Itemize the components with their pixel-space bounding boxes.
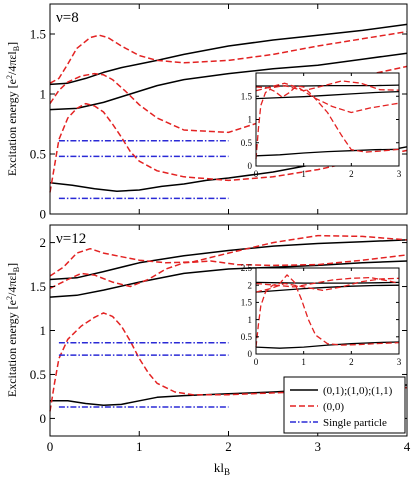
panel0-series-1-solid [49, 52, 408, 111]
inset1-series-2-solid [255, 341, 400, 349]
panel1-series-0-solid [49, 239, 408, 281]
inset1-x-tick-label: 1 [301, 357, 306, 367]
inset1-y-tick-label: 0.5 [241, 332, 253, 342]
inset0-y-tick-label: 0 [248, 161, 253, 171]
panel1-x-tick-label: 4 [404, 439, 411, 454]
inset1-y-tick-label: 0 [248, 349, 253, 359]
y-axis-label-nu12: Excitation energy [e2/4πεlB] [5, 263, 21, 397]
x-axis-label: klB [214, 460, 230, 477]
panel-nu8: 0 0.5 1 1.5 ν=8 0 1 2 3 0 0.5 1 1.5 Excitation ene… [5, 3, 408, 222]
inset1-series-1-solid [255, 284, 400, 293]
panel1-x-tick-label: 2 [225, 439, 232, 454]
panel1-series-4-dashed [49, 254, 408, 289]
panel1-x-tick-label: 1 [136, 439, 143, 454]
inset0-y-tick-label: 0.5 [241, 138, 253, 148]
inset1-x-tick-label: 2 [349, 357, 354, 367]
inset0-x-tick-label: 3 [397, 169, 402, 179]
inset1-series-5-dashed [255, 274, 400, 348]
inset-nu12-frame [255, 267, 400, 355]
panel-nu12-ticks: 0 1 2 3 4 0 0.5 1 1.5 2 [30, 225, 411, 454]
inset1-x-tick-label: 0 [254, 357, 259, 367]
inset-nu12-ticks: 0 1 2 3 0 0.5 1 1.5 2 2.5 [241, 263, 402, 367]
legend-box [283, 376, 406, 434]
panel0-y-tick-label: 0.5 [30, 147, 46, 162]
legend-entry-0: (0,1);(1,0);(1,1) [323, 385, 393, 397]
inset-nu12-curves [255, 274, 400, 349]
panel1-y-tick-label: 0.5 [30, 367, 46, 382]
panel-nu12-label: ν=12 [56, 231, 86, 247]
panel0-y-tick-label: 1 [40, 87, 47, 102]
panel1-y-tick-label: 0 [40, 411, 47, 426]
inset1-y-tick-label: 2.5 [241, 263, 253, 273]
inset1-series-3-dashed [255, 276, 400, 288]
inset0-y-tick-label: 1 [248, 115, 253, 125]
inset0-series-3-dashed [255, 80, 400, 92]
panel1-series-1-solid [49, 260, 408, 298]
panel1-y-tick-label: 2 [40, 235, 47, 250]
inset-nu8-curves [255, 80, 400, 160]
panel1-series-3-dashed [49, 234, 408, 277]
inset-nu12: 0 1 2 3 0 0.5 1 1.5 2 2.5 [241, 263, 402, 367]
panel0-y-tick-label: 0 [40, 207, 47, 222]
inset0-series-2-solid [255, 148, 400, 157]
panel0-series-3-dashed [49, 30, 408, 84]
inset0-y-tick-label: 1.5 [241, 91, 253, 101]
panel0-y-tick-label: 1.5 [30, 27, 46, 42]
inset1-y-tick-label: 1.5 [241, 298, 253, 308]
inset1-y-tick-label: 1 [248, 315, 253, 325]
inset0-series-0-solid [256, 84, 400, 87]
inset1-x-tick-label: 3 [397, 357, 402, 367]
panel-nu12-curves [49, 234, 408, 412]
inset1-y-tick-label: 2 [248, 280, 253, 290]
panel-nu8-label: ν=8 [56, 10, 79, 26]
panel0-series-5-dashed [49, 102, 408, 193]
y-axis-label-nu8: Excitation energy [e2/4πεlB] [5, 42, 21, 176]
panel1-y-tick-label: 1.5 [30, 279, 46, 294]
inset0-x-tick-label: 2 [349, 169, 354, 179]
panel1-y-tick-label: 1 [40, 323, 47, 338]
inset-nu8-ticks: 0 1 2 3 0 0.5 1 1.5 [241, 73, 402, 179]
panel1-x-tick-label: 3 [315, 439, 322, 454]
inset0-series-4-dashed [255, 82, 400, 114]
inset0-x-tick-label: 0 [254, 169, 259, 179]
inset1-series-0-solid [255, 281, 400, 284]
panel-nu8-ticks: 0 0.5 1 1.5 [30, 4, 408, 222]
panel1-x-tick-label: 0 [47, 439, 54, 454]
legend-entry-1: (0,0) [323, 401, 344, 413]
panel-nu12: 0 1 2 3 4 0 0.5 1 1.5 2 ν=12 0 1 2 3 0 0.5 1 1.5 2 2.5 (0,… [5, 224, 411, 454]
legend-entry-2: Single particle [323, 417, 387, 429]
inset-nu8: 0 1 2 3 0 0.5 1 1.5 [241, 72, 402, 179]
inset0-x-tick-label: 1 [301, 169, 306, 179]
inset0-series-1-solid [255, 90, 400, 100]
legend: (0,1);(1,0);(1,1) (0,0) Single particle [283, 376, 406, 434]
panel1-series-5-dashed [49, 312, 408, 412]
inset1-series-4-dashed [255, 277, 400, 293]
